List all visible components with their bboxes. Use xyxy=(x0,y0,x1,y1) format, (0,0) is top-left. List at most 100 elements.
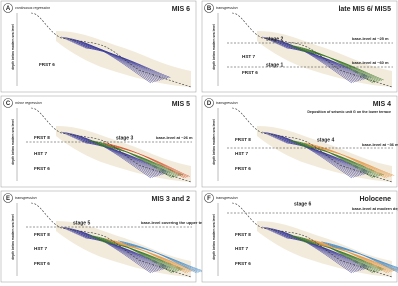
panel-letter: A xyxy=(6,6,11,12)
clinoform xyxy=(126,244,204,272)
unit-label: HST 7 xyxy=(235,246,248,251)
stage-label: stage 2 xyxy=(266,36,283,42)
panel-badge xyxy=(3,3,13,13)
clinoform xyxy=(67,134,157,177)
unit-label: HST 7 xyxy=(242,54,255,59)
axis-label: depth below modern sea level xyxy=(212,24,216,69)
clinoform xyxy=(272,41,361,81)
clinoform xyxy=(332,246,398,268)
panel-note: transgression xyxy=(216,196,238,200)
panel-badge xyxy=(204,3,214,13)
clinoform xyxy=(102,241,185,270)
axis-label: depth below modern sea level xyxy=(11,119,15,164)
panel-note: transgression xyxy=(15,196,37,200)
clinoform xyxy=(270,230,360,272)
clinoform xyxy=(67,229,157,272)
profile xyxy=(231,12,393,88)
axis-label: depth below modern sea level xyxy=(212,214,216,259)
base-level-label: base-level at ~25 m xyxy=(352,36,389,41)
clinoform xyxy=(107,239,189,273)
clinoform xyxy=(303,241,386,270)
clinoform xyxy=(261,226,353,274)
clinoform xyxy=(60,36,152,84)
panel-title: Holocene xyxy=(359,196,391,203)
clinoform xyxy=(272,231,361,271)
clinoform xyxy=(102,142,185,179)
clinoform xyxy=(109,145,190,177)
axis-label: depth below modern sea level xyxy=(11,24,15,69)
clinoform xyxy=(65,133,155,178)
clinoform xyxy=(261,36,353,84)
profile xyxy=(231,107,393,183)
base-level-label: base-level at ~60 m xyxy=(352,60,389,65)
clinoform xyxy=(104,238,187,274)
stage-label: stage 6 xyxy=(294,201,311,207)
clinoform xyxy=(268,134,358,177)
clinoform xyxy=(104,143,187,178)
clinoform xyxy=(71,136,160,176)
clinoform xyxy=(275,137,363,176)
clinoform xyxy=(268,39,358,82)
clinoform xyxy=(305,143,388,178)
clinoform xyxy=(89,140,175,178)
unit-label: FRST 6 xyxy=(235,261,251,266)
axis-label: depth below modern sea level xyxy=(11,214,15,259)
clinoform xyxy=(91,236,176,273)
panel-title: MIS 6 xyxy=(172,6,190,13)
clinoform xyxy=(288,234,374,274)
clinoform xyxy=(272,136,361,176)
clinoform xyxy=(60,226,152,274)
panel-title: MIS 4 xyxy=(373,101,391,108)
panel-letter: E xyxy=(6,196,10,202)
panel-badge xyxy=(204,98,214,108)
base-level-label: base-level at ~26 m xyxy=(156,135,193,140)
clinoform xyxy=(71,41,160,81)
profile xyxy=(231,202,393,278)
clinoform xyxy=(290,235,376,273)
unit-label: FRST 8 xyxy=(34,232,50,237)
clinoform xyxy=(286,47,372,78)
clinoform xyxy=(288,139,374,179)
panel-note: minor regression xyxy=(15,101,42,105)
clinoform xyxy=(69,135,159,177)
panel-badge xyxy=(3,193,13,203)
axis-label: depth below modern sea level xyxy=(212,119,216,164)
unit-label: HST 7 xyxy=(34,151,47,156)
clinoform xyxy=(85,47,171,78)
clinoform xyxy=(270,40,360,82)
profile xyxy=(30,107,192,183)
clinoform xyxy=(69,230,159,272)
clinoform xyxy=(74,137,162,176)
clinoform xyxy=(65,38,155,83)
clinoform xyxy=(87,234,173,274)
profile xyxy=(30,202,192,278)
stage-label: stage 1 xyxy=(266,62,283,68)
clinoform xyxy=(292,46,377,83)
clinoform xyxy=(85,237,171,268)
clinoform xyxy=(266,38,356,83)
panel-title: late MIS 6/ MIS5 xyxy=(338,6,391,13)
clinoform xyxy=(74,232,162,271)
panel-letter: B xyxy=(207,6,212,12)
panel-note: transgression xyxy=(216,6,238,10)
clinoform xyxy=(314,147,395,176)
profile xyxy=(30,12,192,88)
unit-label: FRST 6 xyxy=(39,62,55,67)
panel-letter: D xyxy=(207,101,212,107)
clinoform xyxy=(286,142,372,173)
panel-caption: Deposition of seismic unit G on the lowe… xyxy=(307,110,391,114)
clinoform xyxy=(266,228,356,273)
clinoform xyxy=(74,42,162,81)
unit-label: FRST 6 xyxy=(34,261,50,266)
base-level-label: base-level covering the upper terrace xyxy=(141,220,213,225)
clinoform xyxy=(308,239,390,273)
clinoform xyxy=(261,131,353,179)
panel-badge xyxy=(3,98,13,108)
clinoform xyxy=(303,142,386,179)
clinoform xyxy=(89,235,175,273)
clinoform xyxy=(290,140,376,178)
